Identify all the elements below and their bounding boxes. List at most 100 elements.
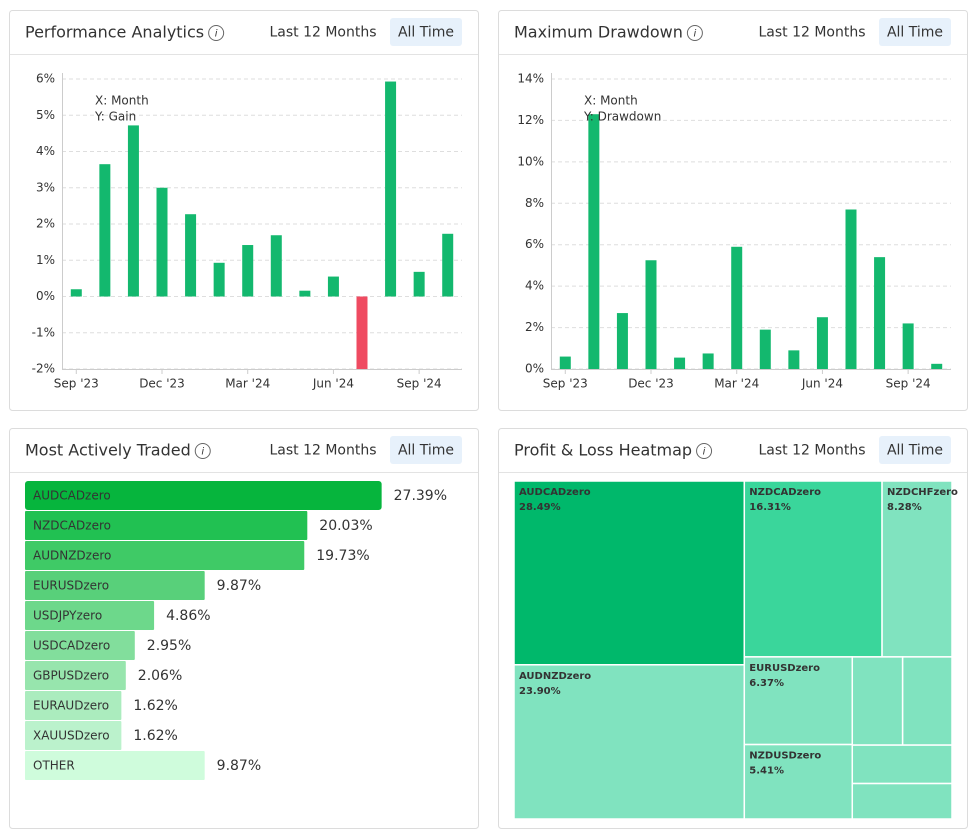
y-tick-label: -1%	[32, 325, 55, 339]
bar-label: GBPUSDzero	[33, 669, 109, 683]
bar-label: AUDNZDzero	[33, 549, 111, 563]
tab[interactable]: All Time	[398, 25, 454, 41]
y-tick-label: 1%	[36, 253, 55, 267]
bar	[588, 114, 600, 369]
bar-label: USDCADzero	[33, 639, 110, 653]
bar	[788, 350, 800, 369]
treemap-cell	[851, 656, 904, 746]
panel-title: Profit & Loss Heatmap	[514, 441, 692, 460]
bar	[931, 363, 943, 369]
value-label: 20.03%	[319, 518, 372, 534]
value-label: 2.06%	[138, 668, 182, 684]
bar	[242, 245, 254, 297]
info-icon	[686, 25, 703, 41]
tab[interactable]: Last 12 Months	[758, 25, 865, 41]
bar	[25, 601, 155, 630]
tab-active-bg[interactable]	[879, 18, 951, 46]
bar-label: EURUSDzero	[33, 579, 109, 593]
y-tick-label: 6%	[525, 237, 544, 251]
info-icon	[696, 443, 713, 459]
value-label: 9.87%	[217, 758, 261, 774]
cell-value: 23.90%	[519, 686, 561, 697]
bar	[213, 262, 225, 297]
x-tick-label: Jun '24	[801, 377, 843, 391]
y-tick-label: 5%	[36, 108, 55, 122]
treemap-cell	[851, 782, 953, 820]
tab-active-bg[interactable]	[879, 436, 951, 464]
bar	[702, 353, 714, 369]
bar-label: NZDCADzero	[33, 519, 111, 533]
treemap-cell	[743, 743, 854, 820]
bar	[99, 164, 111, 297]
x-tick-label: Sep '24	[397, 377, 442, 391]
tab[interactable]: All Time	[887, 25, 943, 41]
info-icon-glyph: i	[201, 447, 204, 458]
bar	[25, 481, 382, 510]
bar	[25, 571, 205, 600]
value-label: 27.39%	[394, 488, 447, 504]
bar	[270, 235, 282, 297]
value-label: 9.87%	[217, 578, 261, 594]
bar-label: OTHER	[33, 759, 75, 773]
tab[interactable]: Last 12 Months	[269, 443, 376, 459]
info-icon-glyph: i	[694, 29, 697, 40]
info-icon	[194, 443, 211, 459]
cell-value: 16.31%	[749, 502, 791, 513]
tab[interactable]: Last 12 Months	[269, 25, 376, 41]
bar	[185, 214, 197, 297]
tab-active-bg[interactable]	[390, 436, 462, 464]
axis-annotation: X: Month	[95, 94, 149, 108]
bar	[127, 125, 139, 297]
cell-label: AUDCADzero	[519, 487, 591, 498]
cell-label: NZDCHFzero	[887, 487, 958, 498]
info-icon-glyph: i	[703, 447, 706, 458]
y-tick-label: 12%	[517, 113, 544, 127]
value-label: 2.95%	[147, 638, 191, 654]
panel-title: Maximum Drawdown	[514, 23, 683, 42]
info-icon	[208, 25, 225, 41]
tab-active-bg[interactable]	[390, 18, 462, 46]
treemap-cell	[743, 480, 883, 658]
y-tick-label: 2%	[36, 217, 55, 231]
cell-value: 6.37%	[749, 678, 784, 689]
panel	[9, 10, 479, 411]
cell-label: AUDNZDzero	[519, 671, 591, 682]
treemap-cell	[513, 664, 746, 820]
tab[interactable]: Last 12 Months	[758, 443, 865, 459]
tab[interactable]: All Time	[887, 443, 943, 459]
x-tick-label: Jun '24	[312, 377, 354, 391]
panel-title: Most Actively Traded	[25, 441, 191, 460]
panel-title: Performance Analytics	[25, 23, 204, 42]
y-tick-label: 0%	[525, 362, 544, 376]
value-label: 1.62%	[133, 728, 177, 744]
bar	[413, 271, 425, 297]
bar	[327, 276, 339, 297]
x-tick-label: Sep '23	[543, 377, 588, 391]
bar	[674, 357, 686, 369]
bar-label: USDJPYzero	[33, 609, 102, 623]
treemap-cell	[743, 656, 854, 746]
tab[interactable]: All Time	[398, 443, 454, 459]
x-tick-label: Mar '24	[225, 377, 270, 391]
bar	[759, 329, 771, 369]
axis-annotation: Y: Gain	[94, 110, 136, 124]
bar-label: XAUUSDzero	[33, 729, 110, 743]
bar	[25, 541, 305, 570]
treemap-cell	[851, 744, 953, 785]
x-tick-label: Sep '24	[886, 377, 931, 391]
x-tick-label: Dec '23	[628, 377, 674, 391]
y-tick-label: 2%	[525, 320, 544, 334]
bar	[25, 721, 122, 750]
bar	[645, 260, 657, 369]
bar	[25, 691, 122, 720]
cell-value: 8.28%	[887, 502, 922, 513]
y-tick-label: 10%	[517, 154, 544, 168]
y-tick-label: -2%	[32, 362, 55, 376]
x-tick-label: Sep '23	[54, 377, 99, 391]
y-tick-label: 0%	[36, 289, 55, 303]
bar	[25, 751, 205, 780]
y-tick-label: 8%	[525, 196, 544, 210]
bar	[156, 187, 168, 297]
x-tick-label: Dec '23	[139, 377, 185, 391]
